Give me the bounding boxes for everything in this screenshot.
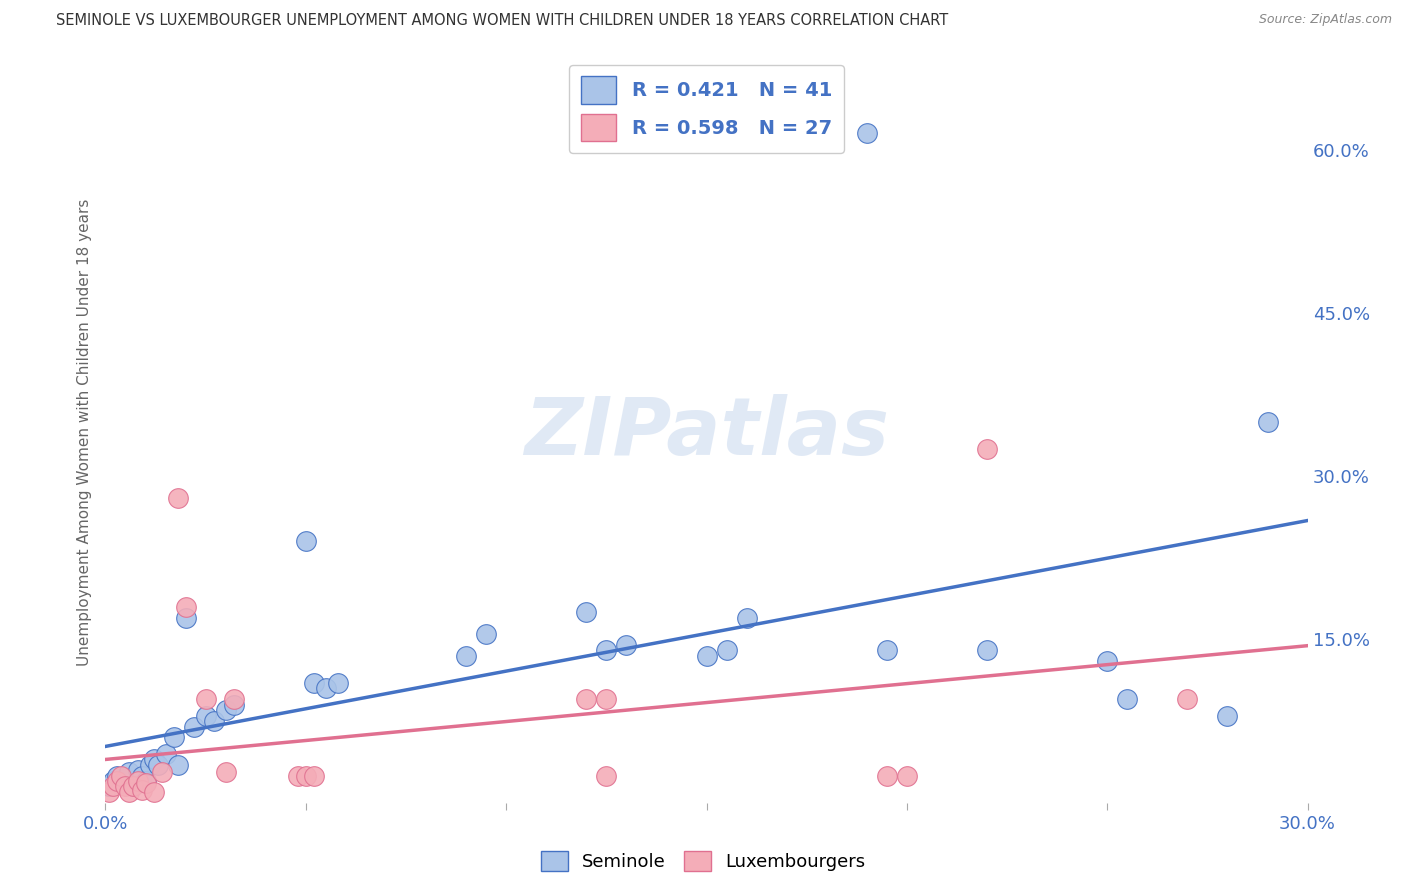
- Point: [716, 643, 738, 657]
- Point: [150, 765, 173, 780]
- Text: SEMINOLE VS LUXEMBOURGER UNEMPLOYMENT AMONG WOMEN WITH CHILDREN UNDER 18 YEARS C: SEMINOLE VS LUXEMBOURGER UNEMPLOYMENT AM…: [56, 13, 949, 29]
- Point: [110, 776, 132, 790]
- Point: [454, 648, 477, 663]
- Point: [855, 126, 877, 140]
- Point: [98, 785, 121, 799]
- Point: [214, 703, 236, 717]
- Point: [138, 757, 160, 772]
- Point: [162, 731, 184, 745]
- Point: [295, 534, 318, 549]
- Point: [595, 643, 617, 657]
- Point: [735, 611, 758, 625]
- Point: [135, 776, 157, 790]
- Point: [122, 780, 145, 794]
- Point: [183, 720, 205, 734]
- Point: [166, 491, 188, 505]
- Point: [1097, 654, 1119, 668]
- Point: [295, 768, 318, 782]
- Point: [107, 768, 129, 782]
- Point: [127, 763, 149, 777]
- Point: [326, 676, 349, 690]
- Point: [575, 605, 598, 619]
- Point: [107, 774, 129, 789]
- Y-axis label: Unemployment Among Women with Children Under 18 years: Unemployment Among Women with Children U…: [76, 199, 91, 666]
- Point: [142, 752, 165, 766]
- Point: [131, 782, 153, 797]
- Point: [194, 708, 217, 723]
- Point: [696, 648, 718, 663]
- Point: [155, 747, 177, 761]
- Point: [896, 768, 918, 782]
- Point: [976, 643, 998, 657]
- Point: [118, 785, 141, 799]
- Point: [142, 785, 165, 799]
- Point: [616, 638, 638, 652]
- Point: [174, 611, 197, 625]
- Point: [98, 780, 121, 794]
- Point: [194, 692, 217, 706]
- Point: [595, 768, 617, 782]
- Point: [595, 692, 617, 706]
- Point: [1177, 692, 1199, 706]
- Point: [315, 681, 337, 696]
- Point: [118, 765, 141, 780]
- Point: [1216, 708, 1239, 723]
- Point: [131, 768, 153, 782]
- Point: [1257, 415, 1279, 429]
- Point: [214, 765, 236, 780]
- Point: [287, 768, 309, 782]
- Point: [127, 774, 149, 789]
- Point: [475, 627, 498, 641]
- Point: [166, 757, 188, 772]
- Point: [222, 698, 245, 712]
- Point: [110, 768, 132, 782]
- Point: [976, 442, 998, 456]
- Point: [114, 772, 136, 786]
- Point: [302, 768, 325, 782]
- Point: [876, 643, 898, 657]
- Point: [222, 692, 245, 706]
- Point: [146, 757, 169, 772]
- Text: ZIPatlas: ZIPatlas: [524, 393, 889, 472]
- Point: [575, 692, 598, 706]
- Point: [103, 780, 125, 794]
- Point: [114, 780, 136, 794]
- Point: [122, 780, 145, 794]
- Legend: R = 0.421   N = 41, R = 0.598   N = 27: R = 0.421 N = 41, R = 0.598 N = 27: [569, 65, 844, 153]
- Point: [876, 768, 898, 782]
- Point: [302, 676, 325, 690]
- Point: [103, 774, 125, 789]
- Legend: Seminole, Luxembourgers: Seminole, Luxembourgers: [533, 844, 873, 879]
- Point: [1116, 692, 1139, 706]
- Text: Source: ZipAtlas.com: Source: ZipAtlas.com: [1258, 13, 1392, 27]
- Point: [135, 774, 157, 789]
- Point: [174, 599, 197, 614]
- Point: [202, 714, 225, 728]
